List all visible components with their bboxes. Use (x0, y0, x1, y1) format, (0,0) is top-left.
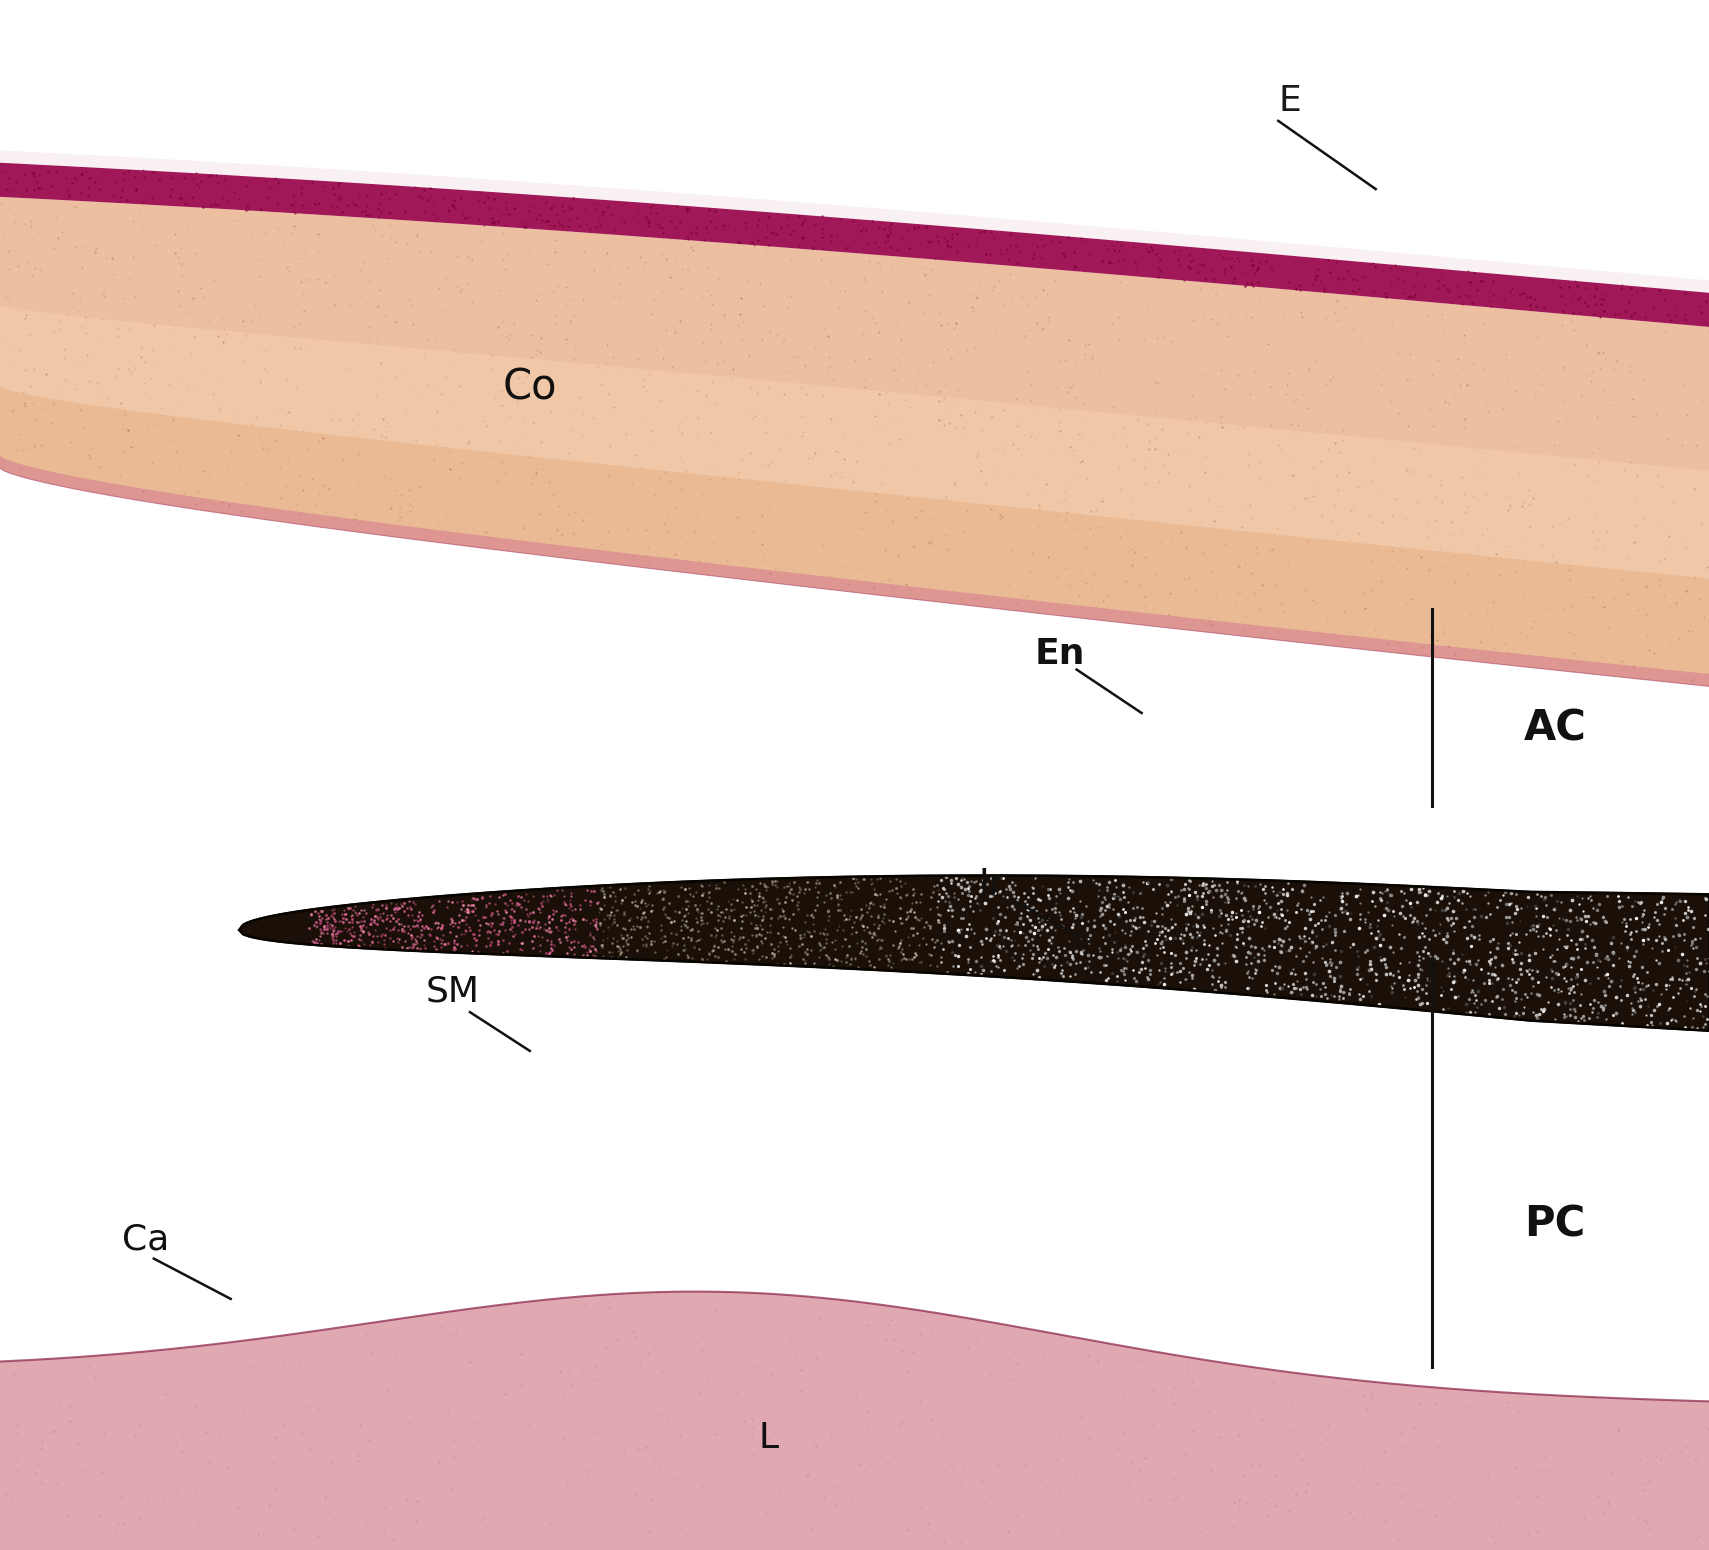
Text: PC: PC (1524, 1203, 1586, 1246)
Polygon shape (0, 150, 1709, 293)
Text: SM: SM (426, 975, 480, 1009)
Text: L: L (759, 1421, 779, 1455)
Polygon shape (0, 456, 1709, 687)
Polygon shape (0, 1291, 1709, 1550)
Text: Ca: Ca (121, 1223, 169, 1257)
Polygon shape (239, 876, 1709, 1031)
Polygon shape (0, 197, 1709, 471)
Polygon shape (0, 388, 1709, 687)
Text: Ir: Ir (979, 866, 1003, 901)
Polygon shape (0, 163, 1709, 327)
Text: Co: Co (502, 366, 557, 409)
Text: En: En (1034, 637, 1085, 671)
Text: E: E (1278, 84, 1302, 118)
Text: AC: AC (1524, 707, 1586, 750)
Polygon shape (0, 197, 1709, 687)
